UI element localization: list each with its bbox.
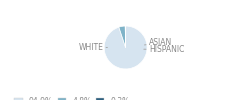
Wedge shape bbox=[104, 26, 147, 69]
Wedge shape bbox=[119, 26, 126, 48]
Wedge shape bbox=[125, 26, 126, 48]
Text: HISPANIC: HISPANIC bbox=[144, 45, 184, 54]
Text: WHITE: WHITE bbox=[78, 43, 107, 52]
Legend: 94.9%, 4.8%, 0.3%: 94.9%, 4.8%, 0.3% bbox=[14, 97, 130, 100]
Text: ASIAN: ASIAN bbox=[144, 38, 172, 47]
